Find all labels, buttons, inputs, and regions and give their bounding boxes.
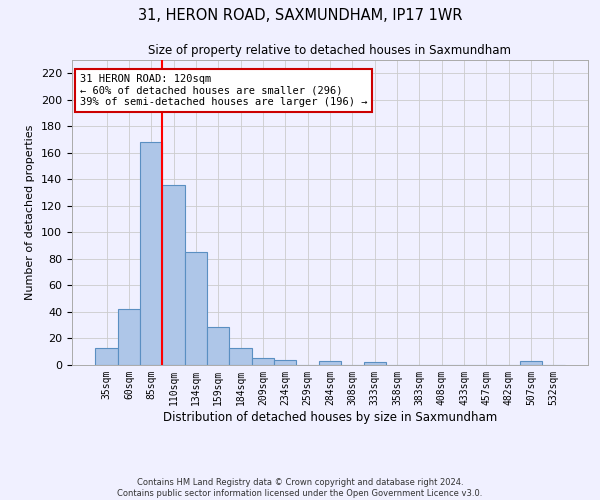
Y-axis label: Number of detached properties: Number of detached properties bbox=[25, 125, 35, 300]
Bar bbox=[140, 142, 163, 365]
X-axis label: Distribution of detached houses by size in Saxmundham: Distribution of detached houses by size … bbox=[163, 410, 497, 424]
Bar bbox=[319, 361, 341, 365]
Title: Size of property relative to detached houses in Saxmundham: Size of property relative to detached ho… bbox=[149, 44, 511, 58]
Bar bbox=[274, 360, 296, 365]
Text: 31 HERON ROAD: 120sqm
← 60% of detached houses are smaller (296)
39% of semi-det: 31 HERON ROAD: 120sqm ← 60% of detached … bbox=[80, 74, 367, 107]
Bar bbox=[95, 348, 118, 365]
Bar bbox=[185, 252, 207, 365]
Bar bbox=[229, 348, 252, 365]
Bar bbox=[364, 362, 386, 365]
Bar bbox=[520, 361, 542, 365]
Text: 31, HERON ROAD, SAXMUNDHAM, IP17 1WR: 31, HERON ROAD, SAXMUNDHAM, IP17 1WR bbox=[138, 8, 462, 22]
Bar bbox=[118, 310, 140, 365]
Text: Contains HM Land Registry data © Crown copyright and database right 2024.
Contai: Contains HM Land Registry data © Crown c… bbox=[118, 478, 482, 498]
Bar bbox=[252, 358, 274, 365]
Bar bbox=[207, 326, 229, 365]
Bar bbox=[163, 184, 185, 365]
